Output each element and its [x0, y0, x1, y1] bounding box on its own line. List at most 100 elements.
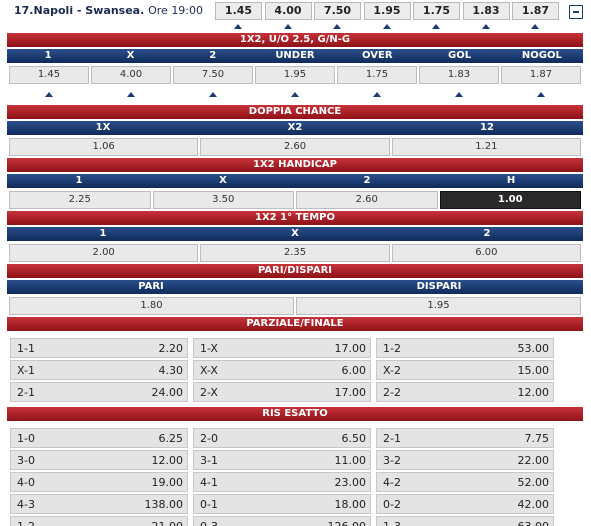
- odd-value: 6.50: [341, 432, 367, 445]
- odd-button[interactable]: 2.25: [9, 191, 151, 209]
- odd-value: 126.00: [328, 520, 367, 526]
- odd-button[interactable]: 7.50: [314, 2, 361, 20]
- odd-cell[interactable]: 3-0 12.00: [10, 450, 188, 470]
- odd-cell[interactable]: 0-2 42.00: [376, 494, 554, 514]
- section-title: 1X2 1° TEMPO: [7, 211, 583, 225]
- column-header: 2: [295, 174, 439, 188]
- section-title: RIS ESATTO: [7, 407, 583, 421]
- odd-value: 53.00: [517, 342, 550, 355]
- outcome-label: 3-2: [383, 454, 401, 467]
- odd-value: 6.25: [158, 432, 184, 445]
- odd-button[interactable]: 1.06: [9, 138, 199, 156]
- odd-value: 17.00: [334, 386, 367, 399]
- odd-button[interactable]: 2.35: [200, 244, 390, 262]
- column-header: X2: [199, 121, 391, 135]
- arrow: [537, 92, 545, 97]
- column-header: NOGOL: [500, 49, 583, 63]
- arrow: [234, 24, 242, 29]
- odd-cell[interactable]: 1-2 21.00: [10, 516, 188, 526]
- outcome-label: 2-X: [200, 386, 218, 399]
- odd-button[interactable]: 6.00: [391, 244, 581, 262]
- odd-button[interactable]: 1.83: [419, 66, 499, 84]
- outcome-label: 1-2: [17, 520, 35, 526]
- odd-cell[interactable]: 1-X 17.00: [193, 338, 371, 358]
- odd-cell[interactable]: 4-0 19.00: [10, 472, 188, 492]
- outcome-label: 4-3: [17, 498, 35, 511]
- collapse-button[interactable]: [569, 5, 583, 19]
- column-header: 1: [7, 227, 199, 241]
- odd-button[interactable]: 1.45: [215, 2, 262, 20]
- column-header: X: [89, 49, 172, 63]
- column-header: OVER: [336, 49, 419, 63]
- arrow: [531, 24, 539, 29]
- outcome-label: 1-X: [200, 342, 218, 355]
- odd-button[interactable]: 1.87: [501, 66, 581, 84]
- odd-button[interactable]: 2.60: [200, 138, 390, 156]
- odd-cell[interactable]: 1-1 2.20: [10, 338, 188, 358]
- outcome-label: 4-2: [383, 476, 401, 489]
- odd-button[interactable]: 1.87: [512, 2, 559, 20]
- odd-cell[interactable]: X-1 4.30: [10, 360, 188, 380]
- odd-button[interactable]: 4.00: [91, 66, 171, 84]
- odd-button[interactable]: 1.95: [255, 66, 335, 84]
- odd-cell[interactable]: 1-0 6.25: [10, 428, 188, 448]
- odd-cell[interactable]: 2-1 7.75: [376, 428, 554, 448]
- odd-button[interactable]: 1.21: [391, 138, 581, 156]
- arrow: [373, 92, 381, 97]
- section-title: PARI/DISPARI: [7, 264, 583, 278]
- odd-cell[interactable]: X-X 6.00: [193, 360, 371, 380]
- outcome-label: 1-0: [17, 432, 35, 445]
- odd-cell[interactable]: 3-2 22.00: [376, 450, 554, 470]
- odd-cell[interactable]: 2-2 12.00: [376, 382, 554, 402]
- odd-value: 12.00: [151, 454, 184, 467]
- odd-value: 42.00: [517, 498, 550, 511]
- column-header: 12: [391, 121, 583, 135]
- odd-button[interactable]: 1.75: [337, 66, 417, 84]
- odd-cell[interactable]: 3-1 11.00: [193, 450, 371, 470]
- odd-value: 17.00: [334, 342, 367, 355]
- odd-cell[interactable]: 4-3 138.00: [10, 494, 188, 514]
- column-header: DISPARI: [295, 280, 583, 294]
- odd-value: 19.00: [151, 476, 184, 489]
- odd-button[interactable]: 1.00: [439, 191, 581, 209]
- outcome-label: 1-3: [383, 520, 401, 526]
- arrow: [333, 24, 341, 29]
- odd-value: 63.00: [518, 520, 550, 526]
- odd-button[interactable]: 2.00: [9, 244, 199, 262]
- odd-button[interactable]: 1.83: [462, 2, 510, 20]
- odd-button[interactable]: 1.80: [9, 297, 294, 315]
- outcome-label: X-X: [200, 364, 218, 377]
- odd-value: 6.00: [341, 364, 367, 377]
- odd-cell[interactable]: 1-3 63.00: [376, 516, 554, 526]
- odd-cell[interactable]: 0-1 18.00: [193, 494, 371, 514]
- teams: 17.Napoli - Swansea.: [14, 4, 145, 17]
- odd-button[interactable]: 1.75: [413, 2, 460, 20]
- column-header: GOL: [418, 49, 501, 63]
- column-header: X: [199, 227, 391, 241]
- odd-value: 12.00: [517, 386, 550, 399]
- odd-cell[interactable]: 0-3 126.00: [193, 516, 371, 526]
- column-header: 1: [7, 49, 90, 63]
- odd-button[interactable]: 1.95: [363, 2, 411, 20]
- odd-button[interactable]: 2.60: [296, 191, 438, 209]
- odd-cell[interactable]: 4-2 52.00: [376, 472, 554, 492]
- odd-cell[interactable]: 2-0 6.50: [193, 428, 371, 448]
- odd-button[interactable]: 7.50: [173, 66, 253, 84]
- odd-button[interactable]: 1.45: [9, 66, 89, 84]
- odd-button[interactable]: 1.95: [296, 297, 581, 315]
- odd-cell[interactable]: 4-1 23.00: [193, 472, 371, 492]
- odd-cell[interactable]: 1-2 53.00: [376, 338, 554, 358]
- match-title: 17.Napoli - Swansea. Ore 19:00: [14, 4, 203, 17]
- odd-button[interactable]: 3.50: [152, 191, 294, 209]
- arrow: [209, 92, 217, 97]
- odd-cell[interactable]: 2-1 24.00: [10, 382, 188, 402]
- odd-value: 15.00: [517, 364, 550, 377]
- outcome-label: 2-2: [383, 386, 401, 399]
- odd-cell[interactable]: X-2 15.00: [376, 360, 554, 380]
- odd-button[interactable]: 4.00: [264, 2, 312, 20]
- odd-cell[interactable]: 2-X 17.00: [193, 382, 371, 402]
- odd-value: 11.00: [334, 454, 367, 467]
- outcome-label: 2-1: [17, 386, 35, 399]
- outcome-label: 1-1: [17, 342, 35, 355]
